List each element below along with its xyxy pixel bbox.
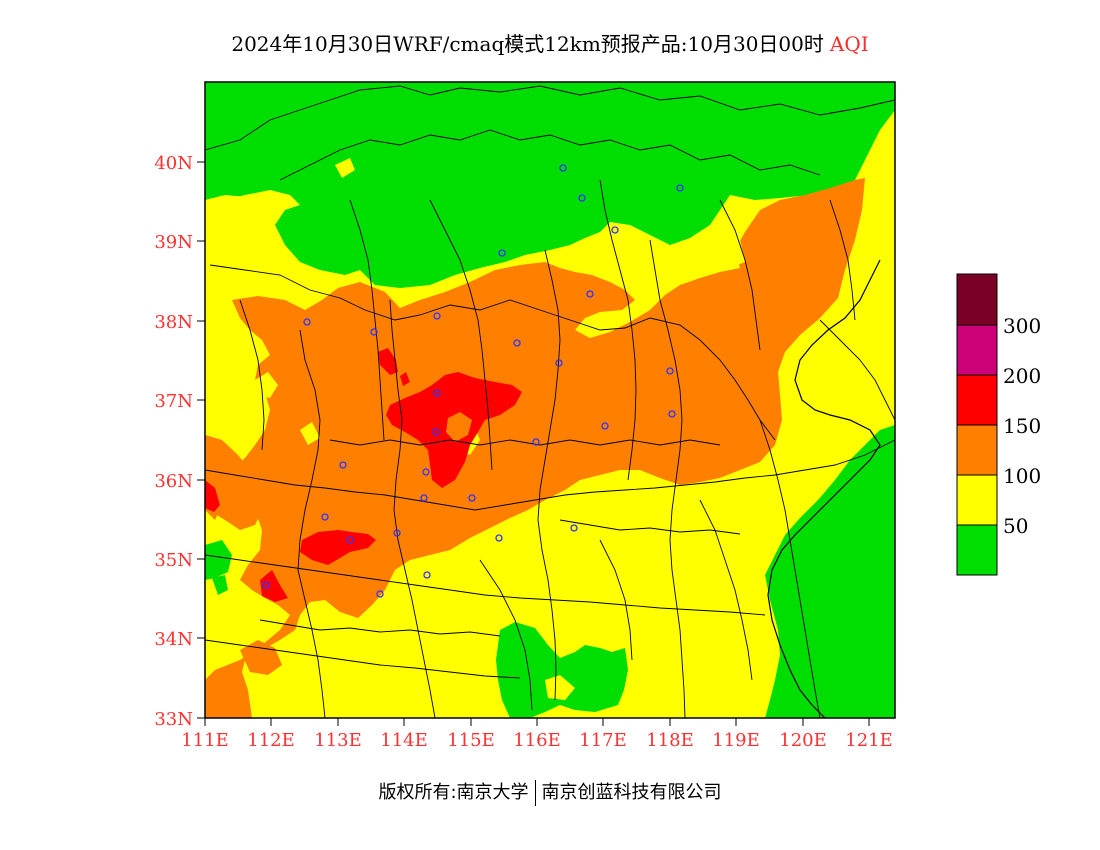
legend-swatch-good xyxy=(956,524,998,576)
legend-label: 50 xyxy=(1003,514,1028,538)
usg-zone-southwest xyxy=(240,640,282,675)
city-marker xyxy=(498,249,506,257)
legend-label: 200 xyxy=(1003,364,1041,388)
city-marker xyxy=(468,494,476,502)
lon-tick-label: 119E xyxy=(712,730,760,751)
aqi-legend: 300 200 150 100 50 xyxy=(956,273,1041,576)
city-marker xyxy=(676,184,684,192)
usg-hole xyxy=(446,412,472,442)
lat-tick-label: 39N xyxy=(154,232,193,253)
city-marker xyxy=(578,194,586,202)
city-marker xyxy=(611,226,619,234)
city-marker xyxy=(570,524,578,532)
lat-tick-marks xyxy=(197,161,205,719)
copyright-line: 版权所有:南京大学 南京创蓝科技有限公司 xyxy=(0,778,1100,806)
city-marker xyxy=(532,438,540,446)
unhealthy-zone-south xyxy=(300,530,376,565)
lon-tick-label: 117E xyxy=(579,730,627,751)
unhealthy-zone xyxy=(378,348,398,375)
moderate-hole xyxy=(300,422,320,445)
legend-label: 100 xyxy=(1003,464,1041,488)
lat-tick-label: 35N xyxy=(154,550,193,571)
city-marker xyxy=(513,339,521,347)
good-zone-west xyxy=(212,575,228,595)
usg-zone-southwest xyxy=(205,668,252,718)
lon-tick-label: 111E xyxy=(181,730,229,751)
copyright-owner: 版权所有:南京大学 xyxy=(378,782,529,803)
legend-swatch-usg xyxy=(956,424,998,476)
map-title: 2024年10月30日WRF/cmaq模式12km预报产品:10月30日00时 A… xyxy=(0,28,1100,57)
unhealthy-zone xyxy=(400,372,410,386)
lon-tick-label: 120E xyxy=(779,730,827,751)
city-marker xyxy=(303,318,311,326)
lon-tick-label: 113E xyxy=(314,730,362,751)
moderate-patch xyxy=(335,158,355,178)
lon-tick-label: 121E xyxy=(845,730,893,751)
lat-tick-label: 37N xyxy=(154,391,193,412)
city-marker xyxy=(422,468,430,476)
city-marker xyxy=(559,164,567,172)
lat-tick-label: 34N xyxy=(154,629,193,650)
city-marker xyxy=(555,359,563,367)
city-marker xyxy=(432,428,440,436)
lon-tick-marks xyxy=(204,718,870,726)
city-marker xyxy=(393,529,401,537)
city-marker xyxy=(262,581,270,589)
good-zone-west xyxy=(205,540,232,580)
usg-zone-main xyxy=(205,178,865,718)
city-marker xyxy=(370,328,378,336)
lon-tick-label: 118E xyxy=(646,730,694,751)
unhealthy-zone-west xyxy=(205,480,220,512)
lon-tick-label: 114E xyxy=(380,730,428,751)
title-text: 2024年10月30日WRF/cmaq模式12km预报产品:10月30日00时 xyxy=(231,32,824,56)
city-marker xyxy=(321,513,329,521)
lat-tick-label: 36N xyxy=(154,471,193,492)
city-marker xyxy=(433,312,441,320)
city-marker xyxy=(601,422,609,430)
lat-tick-label: 40N xyxy=(154,153,193,174)
legend-label: 150 xyxy=(1003,414,1041,438)
lon-labels: 111E 112E 113E 114E 115E 116E 117E 118E … xyxy=(181,730,893,751)
lat-tick-label: 38N xyxy=(154,312,193,333)
legend-swatch-unhealthy xyxy=(956,374,998,426)
good-zone-north xyxy=(205,82,895,288)
city-marker xyxy=(423,571,431,579)
moderate-patch xyxy=(545,675,575,700)
city-marker xyxy=(339,461,347,469)
city-markers xyxy=(262,164,684,598)
lon-tick-label: 115E xyxy=(447,730,495,751)
lat-tick-label: 33N xyxy=(154,709,193,730)
city-marker xyxy=(666,367,674,375)
city-marker xyxy=(433,389,441,397)
moderate-hole xyxy=(660,240,745,280)
copyright-separator xyxy=(534,780,536,806)
legend-label: 300 xyxy=(1003,314,1041,338)
city-marker xyxy=(420,494,428,502)
legend-swatch-moderate xyxy=(956,474,998,526)
good-zone-south xyxy=(496,622,628,718)
lon-tick-label: 116E xyxy=(513,730,561,751)
city-marker xyxy=(495,534,503,542)
legend-swatch-hazardous xyxy=(956,273,998,326)
usg-zone-west xyxy=(205,435,262,530)
title-variable: AQI xyxy=(829,32,869,56)
city-marker xyxy=(346,536,354,544)
good-zone-east xyxy=(765,425,895,718)
lat-labels: 33N 34N 35N 36N 37N 38N 39N 40N xyxy=(154,153,193,730)
city-marker xyxy=(586,290,594,298)
city-marker xyxy=(376,590,384,598)
aqi-field xyxy=(205,82,895,718)
admin-boundaries xyxy=(205,85,895,718)
city-marker xyxy=(668,410,676,418)
unhealthy-zone-south xyxy=(260,570,288,602)
copyright-company: 南京创蓝科技有限公司 xyxy=(541,782,722,803)
lon-tick-label: 112E xyxy=(247,730,295,751)
coastline xyxy=(767,259,881,718)
moderate-patch xyxy=(205,195,280,222)
legend-swatch-very-unhealthy xyxy=(956,324,998,376)
